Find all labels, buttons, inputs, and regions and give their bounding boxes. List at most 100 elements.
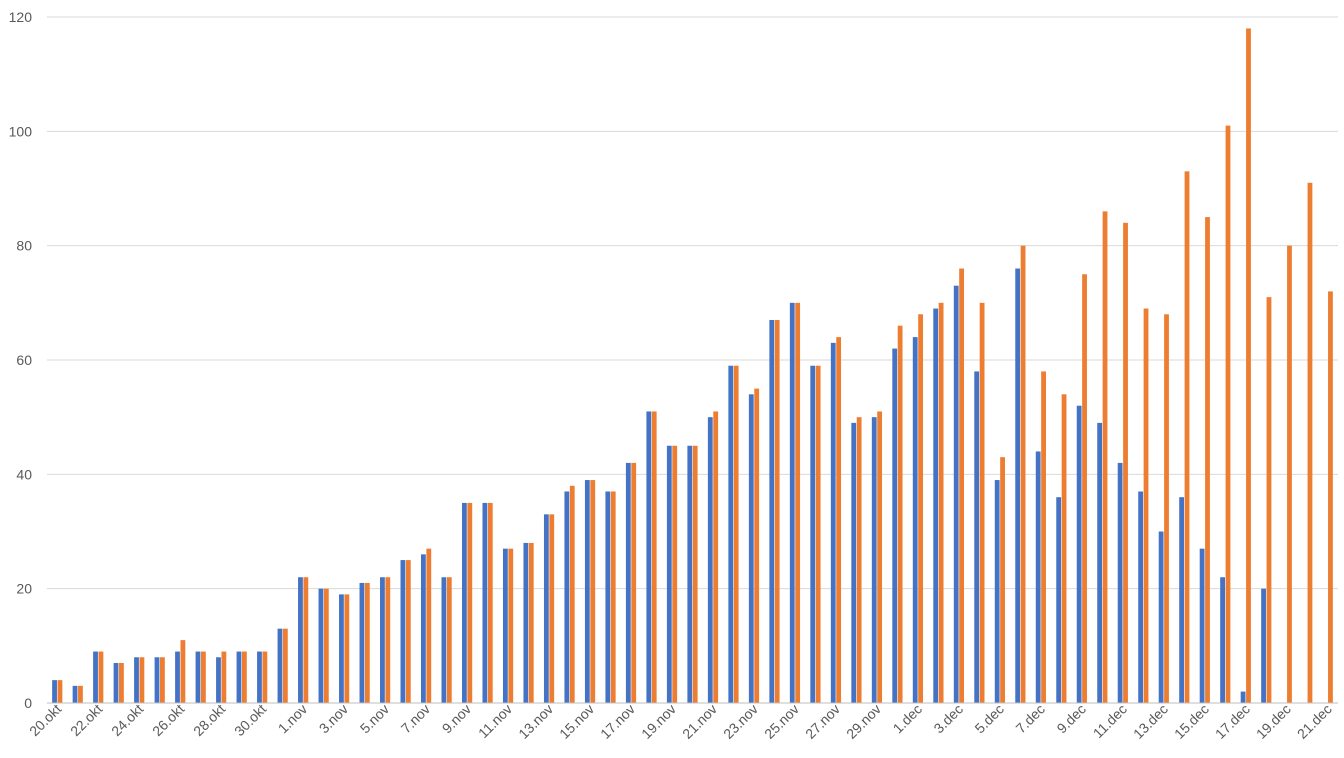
- bar-series-2-20.nov: [692, 445, 698, 703]
- bar-series-1-24.okt: [134, 657, 139, 703]
- bar-series-2-22.okt: [98, 651, 104, 703]
- bar-series-2-13.nov: [549, 514, 555, 703]
- bar-series-1-10.dec: [1097, 422, 1103, 703]
- bar-series-1-13.nov: [543, 514, 549, 703]
- bar-series-1-29.nov: [871, 417, 877, 703]
- bar-series-1-1.dec: [912, 337, 918, 703]
- bar-series-2-23.okt: [119, 662, 124, 703]
- y-tick-label: 40: [16, 466, 32, 482]
- bar-series-2-12.dec: [1143, 308, 1149, 703]
- bar-series-1-9.dec: [1076, 405, 1082, 703]
- bar-series-2-25.nov: [795, 302, 801, 703]
- bar-series-1-2.dec: [933, 308, 939, 703]
- x-tick-label: 15.nov: [556, 701, 597, 742]
- bar-series-2-8.nov: [446, 577, 452, 703]
- y-tick-label: 20: [16, 581, 32, 597]
- x-tick-label: 7.dec: [1012, 701, 1048, 737]
- bar-series-1-19.nov: [666, 445, 672, 703]
- x-tick-label: 26.okt: [149, 701, 187, 739]
- bar-series-2-19.nov: [672, 445, 678, 703]
- bar-series-2-29.nov: [877, 411, 883, 703]
- bar-series-1-4.nov: [359, 582, 365, 703]
- bar-series-2-11.nov: [508, 548, 514, 703]
- x-axis-tick-labels: 20.okt 22.okt 24.okt 26.okt 28.okt 30.okt 1.no…: [26, 701, 1335, 742]
- bar-series-2-16.dec: [1225, 125, 1231, 704]
- bar-series-2-15.dec: [1205, 217, 1210, 703]
- bar-series-2-6.nov: [405, 560, 411, 703]
- y-tick-label: 0: [24, 695, 32, 711]
- bar-series-2-20.okt: [57, 680, 63, 703]
- x-tick-label: 11.dec: [1090, 701, 1130, 741]
- bar-series-1-5.dec: [994, 480, 1000, 703]
- x-tick-label: 5.dec: [971, 701, 1007, 737]
- x-tick-label: 29.nov: [843, 701, 884, 742]
- bar-series-1-22.nov: [728, 365, 734, 703]
- gridlines: [47, 16, 1338, 590]
- bar-series-1-20.nov: [687, 445, 693, 703]
- bar-series-2-26.okt: [180, 640, 186, 703]
- x-tick-label: 24.okt: [108, 701, 146, 739]
- bar-series-1-7.nov: [421, 554, 426, 703]
- bar-series-1-6.dec: [1015, 268, 1021, 703]
- bar-series-1-16.dec: [1220, 577, 1225, 703]
- bar-series-1-28.okt: [216, 657, 221, 703]
- x-tick-label: 15.dec: [1171, 701, 1212, 742]
- bar-series-2-6.dec: [1020, 245, 1026, 704]
- bar-series-1-25.nov: [789, 302, 795, 703]
- bar-series-1-18.nov: [646, 411, 652, 703]
- y-tick-label: 100: [9, 123, 33, 139]
- x-tick-label: 3.dec: [930, 701, 966, 737]
- bar-series-1-2.nov: [318, 588, 324, 703]
- bar-series-1-27.nov: [830, 342, 836, 703]
- bar-series-1-12.dec: [1138, 491, 1144, 703]
- bar-series-2-4.dec: [979, 302, 985, 703]
- x-tick-label: 7.nov: [398, 701, 434, 737]
- bar-series-2-8.dec: [1061, 394, 1067, 703]
- bar-series-1-21.nov: [707, 417, 713, 703]
- bar-series-2-14.dec: [1184, 171, 1190, 704]
- bar-series-1-15.nov: [584, 480, 590, 703]
- x-tick-label: 19.nov: [638, 701, 679, 742]
- x-tick-label: 23.nov: [720, 701, 761, 742]
- bar-series-2-2.dec: [938, 302, 944, 703]
- bar-series-2-14.nov: [569, 485, 575, 703]
- bar-series-2-17.nov: [631, 462, 637, 703]
- bar-series-1-12.nov: [523, 542, 529, 703]
- bar-series-1-18.dec: [1261, 588, 1266, 703]
- bar-series-1-11.nov: [502, 548, 508, 703]
- x-tick-label: 1.nov: [275, 701, 311, 737]
- bar-series-2-26.nov: [815, 365, 821, 703]
- bar-series-1-13.dec: [1158, 531, 1164, 703]
- bar-series-2-19.dec: [1287, 245, 1292, 704]
- x-tick-label: 22.okt: [67, 701, 105, 739]
- bar-series-2-1.dec: [918, 314, 924, 703]
- bar-series-1-22.okt: [93, 651, 98, 703]
- bar-series-2-27.okt: [200, 651, 206, 703]
- bar-series-2-30.okt: [262, 651, 268, 703]
- bar-series-1-1.nov: [298, 577, 303, 703]
- y-tick-label: 60: [16, 352, 32, 368]
- bar-series-1-17.nov: [625, 462, 631, 703]
- x-tick-label: 30.okt: [231, 701, 269, 739]
- x-tick-label: 11.nov: [475, 701, 515, 741]
- bar-series-2-31.okt: [282, 628, 288, 703]
- bar-series-2-2.nov: [323, 588, 329, 703]
- bar-series-2-5.dec: [1000, 457, 1005, 703]
- bar-series-1-29.okt: [236, 651, 242, 703]
- bar-series-1-6.nov: [400, 560, 406, 703]
- bar-series-1-23.okt: [113, 662, 119, 703]
- bar-series-2-16.nov: [610, 491, 616, 703]
- bar-series-2-10.nov: [487, 502, 493, 703]
- x-tick-label: 5.nov: [357, 701, 393, 737]
- bar-series-2-23.nov: [754, 388, 760, 703]
- bar-series-2-27.nov: [836, 337, 842, 703]
- bar-series-1-3.dec: [953, 285, 959, 703]
- x-tick-label: 19.dec: [1253, 701, 1294, 742]
- bar-series-1-23.nov: [748, 394, 754, 703]
- bar-series-2-9.dec: [1082, 274, 1087, 703]
- bar-series-2-25.okt: [160, 657, 165, 703]
- x-tick-label: 28.okt: [190, 701, 228, 739]
- bar-series-2-30.nov: [897, 325, 903, 703]
- bar-series-1-9.nov: [461, 502, 467, 703]
- bar-series-1-10.nov: [482, 502, 488, 703]
